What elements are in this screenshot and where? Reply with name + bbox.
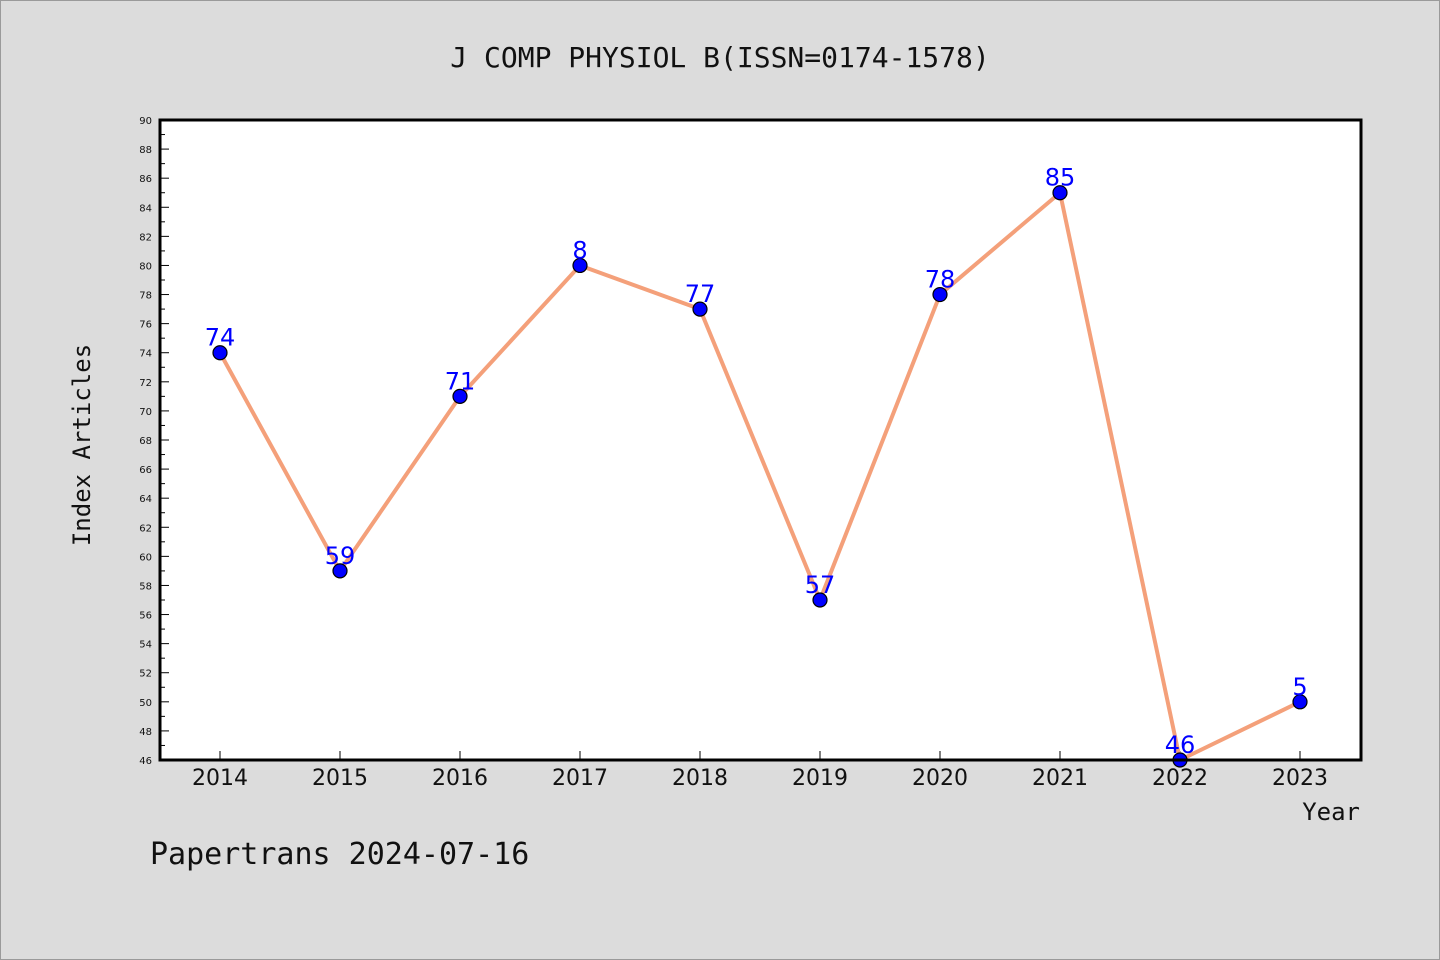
plot-area bbox=[160, 120, 1361, 760]
data-point bbox=[452, 388, 468, 404]
y-tick-label: 76 bbox=[139, 320, 152, 331]
series-line bbox=[218, 190, 1301, 762]
data-label: 77 bbox=[685, 280, 716, 308]
y-tick-label: 50 bbox=[139, 698, 152, 709]
data-point bbox=[932, 286, 948, 303]
x-tick-label: 2021 bbox=[1032, 766, 1088, 791]
y-tick-label: 78 bbox=[139, 291, 152, 302]
y-tick-label: 86 bbox=[139, 174, 152, 185]
x-axis-title: Year bbox=[1302, 798, 1360, 826]
y-tick-label: 90 bbox=[139, 116, 152, 127]
footer-text: Papertrans 2024-07-16 bbox=[150, 837, 529, 872]
y-tick-label: 80 bbox=[139, 261, 152, 272]
y-tick-label: 72 bbox=[139, 378, 152, 389]
y-tick-label: 84 bbox=[139, 203, 152, 214]
x-tick-label: 2022 bbox=[1152, 766, 1208, 791]
y-tick-label: 56 bbox=[139, 611, 152, 622]
data-label: 74 bbox=[205, 324, 236, 352]
y-tick-label: 68 bbox=[139, 436, 152, 447]
y-tick-label: 64 bbox=[139, 494, 152, 505]
y-tick-label: 46 bbox=[139, 756, 152, 767]
y-axis-title: Index Articles bbox=[68, 344, 96, 546]
data-label: 5 bbox=[1292, 673, 1307, 701]
x-tick-label: 2015 bbox=[312, 766, 368, 791]
y-tick-label: 60 bbox=[139, 552, 152, 563]
x-tick-label: 2016 bbox=[432, 766, 488, 791]
y-tick-label: 58 bbox=[139, 581, 152, 592]
y-tick-label: 88 bbox=[139, 145, 152, 156]
data-point bbox=[212, 345, 228, 361]
data-point bbox=[812, 592, 828, 608]
x-tick-label: 2017 bbox=[552, 766, 608, 791]
data-point bbox=[1292, 694, 1308, 710]
y-tick-label: 70 bbox=[139, 407, 152, 418]
x-tick-label: 2014 bbox=[192, 766, 248, 791]
data-label: 57 bbox=[805, 571, 836, 599]
y-tick-label: 74 bbox=[139, 349, 152, 360]
x-tick-label: 2018 bbox=[672, 766, 728, 791]
data-label-layer: 74 59 71 8 77 57 78 85 46 5 bbox=[205, 164, 1308, 759]
data-point bbox=[692, 301, 708, 317]
y-axis: 46 48 50 52 54 56 58 60 62 64 66 68 70 72 74 76 78 80 82 84… bbox=[139, 116, 169, 767]
plot-border bbox=[158, 118, 1363, 762]
y-tick-label: 52 bbox=[139, 669, 152, 680]
data-label: 71 bbox=[445, 367, 476, 395]
y-tick-label: 82 bbox=[139, 232, 152, 243]
y-tick-label: 66 bbox=[139, 465, 152, 476]
data-point bbox=[572, 257, 588, 274]
data-label: 78 bbox=[925, 266, 956, 294]
data-label: 8 bbox=[572, 236, 587, 264]
y-tick-label: 54 bbox=[139, 640, 152, 651]
x-tick-label: 2020 bbox=[912, 766, 968, 791]
data-label: 59 bbox=[325, 542, 356, 570]
data-label: 46 bbox=[1165, 731, 1196, 759]
x-tick-label: 2023 bbox=[1272, 766, 1328, 791]
data-point bbox=[332, 563, 348, 579]
y-tick-label: 62 bbox=[139, 523, 152, 534]
chart-title: J COMP PHYSIOL B(ISSN=0174-1578) bbox=[450, 41, 989, 74]
y-tick-label: 48 bbox=[139, 727, 152, 738]
data-point bbox=[1052, 185, 1068, 201]
x-tick-label: 2019 bbox=[792, 766, 848, 791]
data-label: 85 bbox=[1045, 164, 1076, 192]
x-axis: 2014 2015 2016 2017 2018 2019 2020 2021 2022 2023 bbox=[192, 751, 1328, 791]
